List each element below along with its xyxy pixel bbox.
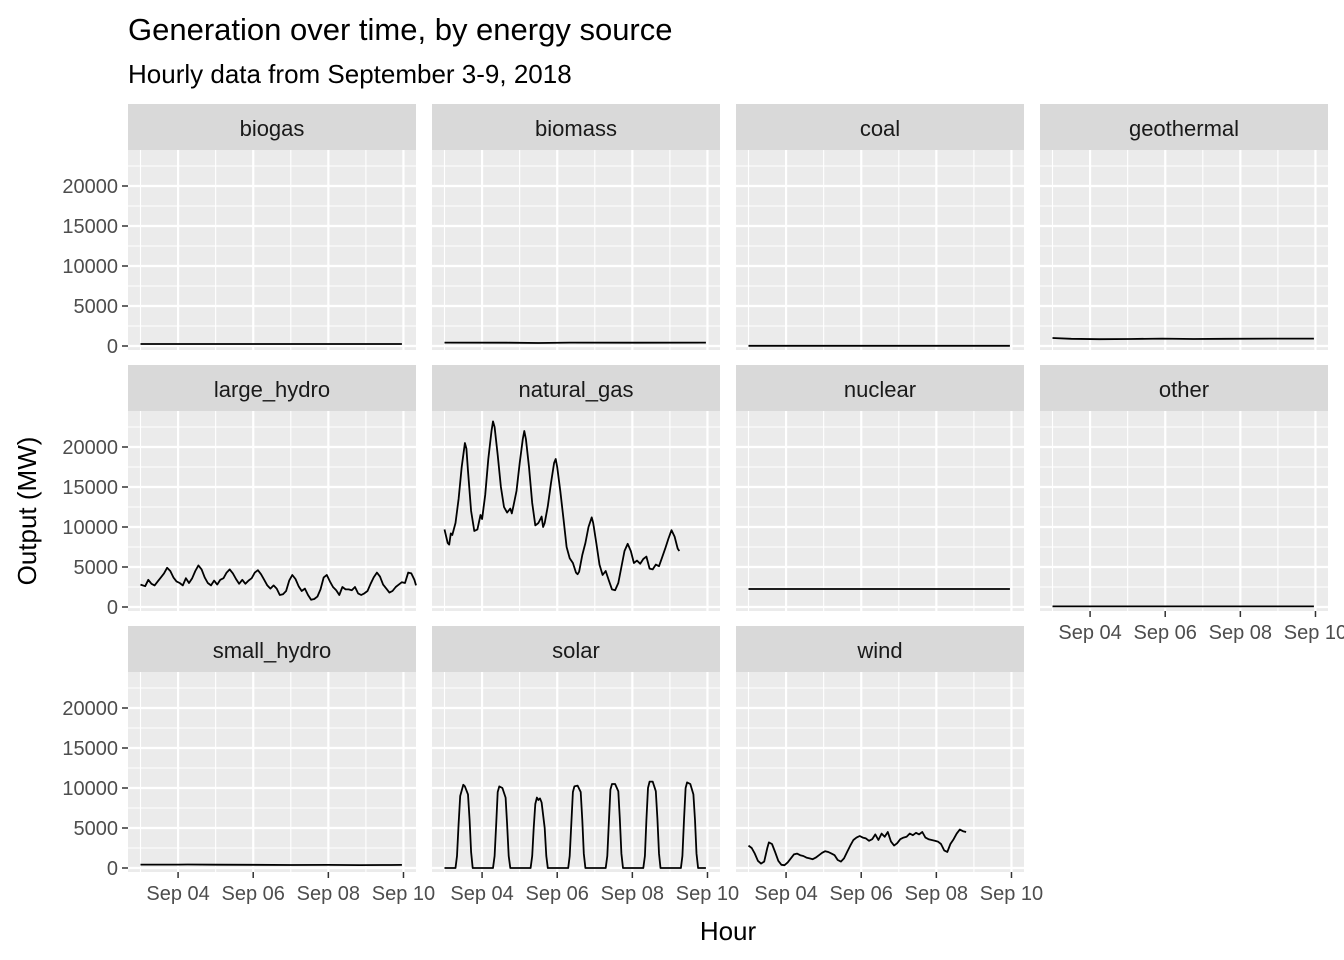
series-line-small_hydro — [140, 863, 402, 866]
strip-wind — [736, 626, 1024, 672]
strip-geothermal — [1040, 104, 1328, 150]
strip-coal — [736, 104, 1024, 150]
x-tick-label: Sep 10 — [676, 883, 739, 905]
strip-label-solar: solar — [552, 638, 600, 663]
strip-small_hydro — [128, 626, 416, 672]
x-tick-label: Sep 08 — [601, 883, 664, 905]
series-line-solar — [444, 780, 706, 869]
y-tick-label: 5000 — [74, 296, 119, 318]
x-tick-label: Sep 08 — [297, 883, 360, 905]
x-tick-label: Sep 06 — [1134, 622, 1197, 644]
y-tick-label: 10000 — [62, 517, 118, 539]
panel-wind — [736, 672, 1024, 872]
panel-small_hydro — [128, 672, 416, 872]
x-axis-title: Hour — [700, 916, 757, 946]
series-line-wind — [747, 828, 967, 867]
x-tick-label: Sep 06 — [222, 883, 285, 905]
x-tick-label: Sep 10 — [1284, 622, 1344, 644]
x-tick-label: Sep 08 — [905, 883, 968, 905]
y-tick-label: 0 — [107, 858, 118, 880]
y-tick-label: 0 — [107, 597, 118, 619]
panel-solar — [432, 672, 720, 872]
x-tick-label: Sep 04 — [1058, 622, 1121, 644]
y-tick-label: 20000 — [62, 437, 118, 459]
panel-other — [1040, 411, 1328, 611]
y-tick-label: 20000 — [62, 176, 118, 198]
chart-title: Generation over time, by energy source — [128, 12, 673, 47]
strip-label-other: other — [1159, 377, 1209, 402]
x-tick-label: Sep 04 — [450, 883, 513, 905]
strip-nuclear — [736, 365, 1024, 411]
y-tick-label: 0 — [107, 336, 118, 358]
x-tick-label: Sep 10 — [372, 883, 435, 905]
strip-label-wind: wind — [856, 638, 902, 663]
panel-biomass — [432, 150, 720, 350]
strip-solar — [432, 626, 720, 672]
y-tick-label: 20000 — [62, 698, 118, 720]
panel-nuclear — [736, 411, 1024, 611]
strip-label-large_hydro: large_hydro — [214, 377, 330, 402]
y-tick-label: 15000 — [62, 738, 118, 760]
x-tick-label: Sep 06 — [830, 883, 893, 905]
panel-biogas — [128, 150, 416, 350]
series-line-natural_gas — [443, 420, 681, 592]
panel-large_hydro — [128, 411, 416, 611]
y-axis-title: Output (MW) — [12, 437, 42, 586]
y-tick-label: 15000 — [62, 477, 118, 499]
strip-label-natural_gas: natural_gas — [519, 377, 634, 402]
y-tick-label: 5000 — [74, 818, 119, 840]
x-tick-label: Sep 04 — [146, 883, 209, 905]
y-tick-label: 5000 — [74, 557, 119, 579]
strip-label-coal: coal — [860, 116, 900, 141]
strip-biomass — [432, 104, 720, 150]
strip-label-geothermal: geothermal — [1129, 116, 1239, 141]
x-tick-label: Sep 06 — [526, 883, 589, 905]
y-tick-label: 15000 — [62, 216, 118, 238]
x-tick-label: Sep 04 — [754, 883, 817, 905]
series-line-geothermal — [1052, 337, 1314, 341]
x-tick-label: Sep 08 — [1209, 622, 1272, 644]
x-tick-label: Sep 10 — [980, 883, 1043, 905]
strip-label-biogas: biogas — [240, 116, 305, 141]
chart-subtitle: Hourly data from September 3-9, 2018 — [128, 59, 572, 89]
strip-label-biomass: biomass — [535, 116, 617, 141]
y-tick-label: 10000 — [62, 256, 118, 278]
strip-label-small_hydro: small_hydro — [213, 638, 332, 663]
strip-biogas — [128, 104, 416, 150]
panel-coal — [736, 150, 1024, 350]
panel-natural_gas — [432, 411, 720, 611]
panel-geothermal — [1040, 150, 1328, 350]
strip-large_hydro — [128, 365, 416, 411]
strip-other — [1040, 365, 1328, 411]
series-line-large_hydro — [140, 564, 417, 601]
strip-natural_gas — [432, 365, 720, 411]
y-tick-label: 10000 — [62, 778, 118, 800]
strip-label-nuclear: nuclear — [844, 377, 916, 402]
